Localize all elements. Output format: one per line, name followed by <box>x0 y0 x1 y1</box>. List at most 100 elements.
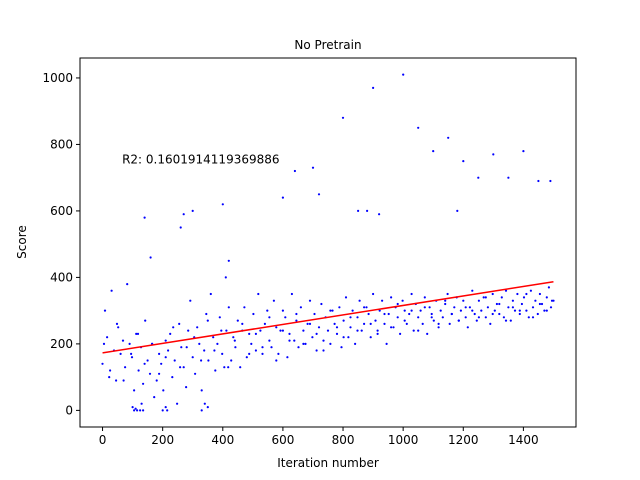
data-point <box>547 286 551 289</box>
data-point <box>266 309 269 312</box>
data-point <box>457 319 460 322</box>
data-point <box>299 306 302 309</box>
data-point <box>109 369 112 372</box>
data-point <box>507 176 510 179</box>
data-point <box>176 402 179 405</box>
data-point <box>471 309 474 312</box>
data-point <box>277 352 280 355</box>
data-point <box>401 299 404 302</box>
data-point <box>194 372 197 375</box>
data-point <box>403 309 406 312</box>
data-point <box>423 296 426 299</box>
data-point <box>349 326 352 329</box>
data-point <box>369 322 372 325</box>
data-point <box>313 312 316 316</box>
data-point <box>148 372 152 375</box>
data-point <box>139 409 142 412</box>
data-point <box>473 312 476 316</box>
data-point <box>234 346 237 349</box>
data-point <box>103 309 107 312</box>
data-point <box>356 316 359 319</box>
x-tick-label: 200 <box>151 433 174 447</box>
data-point <box>302 329 305 332</box>
data-point <box>200 409 203 412</box>
data-point <box>236 319 239 322</box>
data-point <box>378 309 381 312</box>
data-point <box>447 136 450 139</box>
data-point <box>207 359 210 362</box>
data-point <box>106 336 109 339</box>
data-point <box>108 376 111 379</box>
data-point <box>453 306 456 309</box>
data-point <box>268 339 271 342</box>
data-point <box>135 332 138 335</box>
data-point <box>329 309 332 312</box>
data-point <box>164 406 167 409</box>
data-point <box>486 306 489 309</box>
data-point <box>295 312 298 316</box>
data-point <box>143 362 146 365</box>
data-point <box>412 329 415 332</box>
data-point <box>200 359 203 362</box>
data-point <box>482 296 485 299</box>
data-point <box>378 213 381 216</box>
chart-title: No Pretrain <box>294 38 361 52</box>
data-point <box>137 369 140 372</box>
data-point <box>450 312 453 316</box>
data-point <box>284 316 287 319</box>
y-tick-label: 1000 <box>42 71 73 85</box>
data-point <box>275 359 278 362</box>
data-point <box>126 283 129 286</box>
data-point <box>203 402 206 405</box>
data-point <box>347 336 350 339</box>
data-point <box>333 322 336 325</box>
data-point <box>288 339 291 342</box>
data-point <box>166 409 169 412</box>
data-point <box>142 382 145 385</box>
data-point <box>311 336 314 339</box>
data-point <box>272 299 275 302</box>
data-point <box>545 309 548 312</box>
regression-line <box>102 280 554 354</box>
data-point <box>239 366 242 369</box>
data-point <box>153 396 156 399</box>
data-point <box>444 299 447 302</box>
data-point <box>205 312 208 316</box>
data-point <box>295 319 298 322</box>
data-point <box>417 126 420 129</box>
data-point <box>466 326 469 329</box>
data-point <box>518 309 521 312</box>
data-point <box>410 292 413 296</box>
data-point <box>128 342 131 345</box>
y-tick-label: 800 <box>50 137 73 151</box>
data-point <box>185 346 188 349</box>
data-point <box>502 316 505 319</box>
data-point <box>387 312 390 316</box>
y-axis-label: Score <box>15 225 29 259</box>
data-point <box>110 289 113 292</box>
data-point <box>426 332 429 335</box>
data-point <box>441 316 444 319</box>
x-tick-label: 1400 <box>508 433 539 447</box>
data-point <box>136 332 140 335</box>
data-point <box>302 342 305 345</box>
data-point <box>169 332 172 335</box>
data-point <box>179 366 182 369</box>
y-tick-label: 200 <box>50 337 73 351</box>
data-point <box>173 359 176 362</box>
data-point <box>281 309 284 312</box>
data-point <box>511 299 514 302</box>
data-point <box>529 289 533 292</box>
data-point <box>399 332 402 335</box>
data-point <box>115 379 118 382</box>
data-point <box>254 349 257 352</box>
data-point <box>342 319 345 322</box>
data-point <box>372 86 375 89</box>
data-point <box>133 409 136 412</box>
data-point <box>241 322 244 325</box>
data-point <box>509 319 512 322</box>
y-axis-ticks: 0 200 400 600 800 1000 <box>42 71 80 417</box>
x-tick-label: 400 <box>211 433 234 447</box>
data-point <box>493 309 496 312</box>
